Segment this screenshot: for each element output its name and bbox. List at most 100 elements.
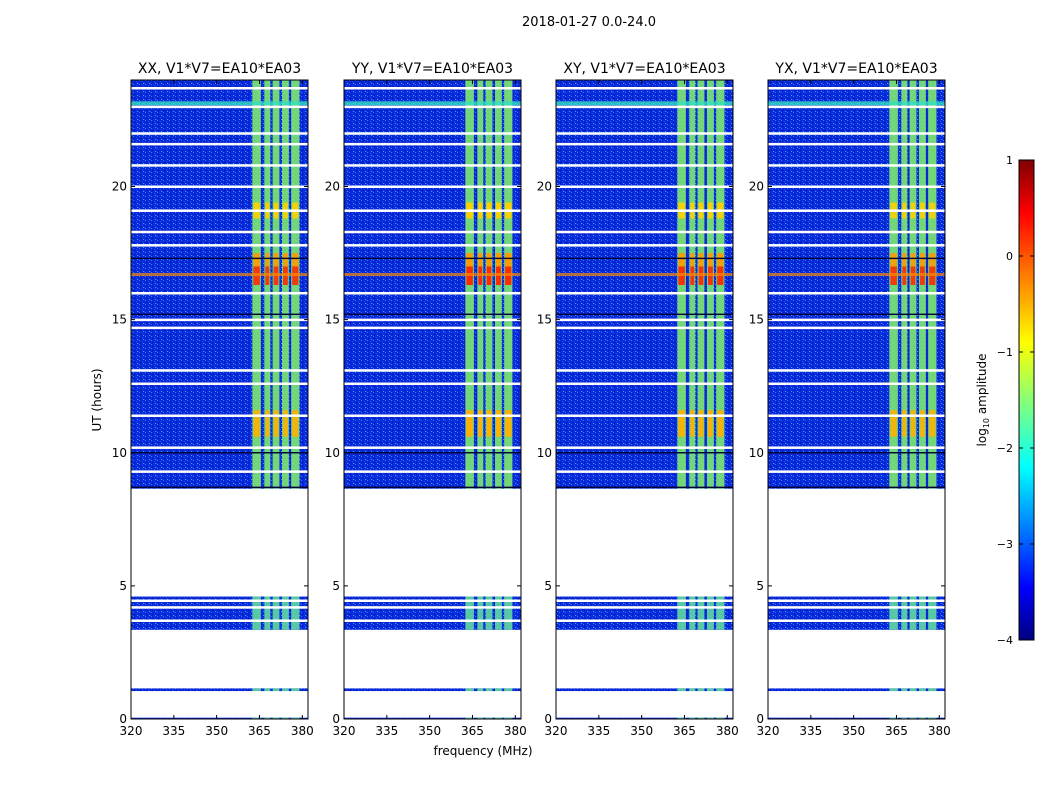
data-gap [556,105,733,109]
data-gap [131,142,308,146]
x-tick-label: 320 [120,724,143,738]
band-column [465,688,474,692]
hot-block [690,410,695,437]
x-tick-label: 365 [673,724,696,738]
data-gap [556,209,733,212]
panel-frame [767,79,946,720]
data-gap [768,132,945,135]
band-column [901,717,908,719]
band-column [919,688,926,692]
x-tick-label: 335 [587,724,610,738]
colorbar-ticks: 1 0 −1 −2 −3 −4 [997,154,1034,647]
background-noise [556,80,733,489]
data-gap [768,369,945,372]
coverage-segment [344,688,521,692]
rfi-stripe [131,273,308,277]
data-gap [131,105,308,109]
hot-block [496,410,501,437]
hot-block [929,410,936,437]
x-tick-label: 380 [504,724,527,738]
hot-block [253,410,260,437]
coverage-segment [556,688,733,692]
y-tick-label: 10 [537,446,552,460]
hot-block [690,253,695,267]
panel-frame [343,79,522,720]
data-gap [344,142,521,146]
flag-line [768,452,945,454]
x-tick-label: 380 [716,724,739,738]
y-tick-label: 5 [544,579,552,593]
coverage-segment [768,717,945,719]
band-column [272,688,280,692]
flag-line [344,452,521,454]
y-tick-label: 5 [332,579,340,593]
data-gap [768,185,945,188]
band-column [485,688,493,692]
x-tick-label: 365 [248,724,271,738]
flag-line [131,313,308,315]
data-gap [344,414,521,417]
data-gap [131,132,308,135]
band-column [465,717,474,719]
background-noise [768,688,945,692]
band-column [901,596,908,630]
y-tick-label: 10 [325,446,340,460]
y-tick-label: 5 [756,579,764,593]
data-gap [131,369,308,372]
y-tick-label: 20 [112,180,127,194]
coverage-segment [344,717,521,719]
band-column [477,688,484,692]
flag-line [556,452,733,454]
data-gap [131,606,308,609]
y-tick-label: 10 [749,446,764,460]
data-gap [556,132,733,135]
data-gap [768,164,945,167]
hot-block [890,410,897,437]
rfi-stripe [131,101,308,106]
y-tick-label: 15 [749,313,764,327]
data-gap [131,292,308,295]
colorbar-tick-label: −4 [997,634,1013,647]
rfi-stripe [768,273,945,277]
data-gap [556,142,733,146]
background-noise [344,80,521,489]
band-column [716,717,725,719]
data-gap [344,599,521,603]
x-axis-label: frequency (MHz) [433,744,532,758]
hot-block [466,253,473,267]
data-gap [556,599,733,603]
band-column [495,596,502,630]
data-gap [344,318,521,322]
hot-block [910,410,916,437]
hot-block [478,410,483,437]
band-column [909,596,917,630]
figure-suptitle: 2018-01-27 0.0-24.0 [522,15,656,30]
coverage-segment [556,717,733,719]
y-tick-label: 0 [332,712,340,726]
data-gap [131,470,308,473]
data-gap [768,86,945,90]
background-noise [556,688,733,692]
background-noise [344,688,521,692]
band-column [889,596,898,630]
data-gap [344,230,521,234]
hot-block [698,410,704,437]
data-gap [131,599,308,603]
band-column [677,688,686,692]
data-gap [131,619,308,622]
colorbar-tick-label: −2 [997,442,1013,455]
band-column [477,717,484,719]
coverage-segment [768,80,945,489]
data-gap [344,382,521,386]
hot-block [486,253,492,267]
band-column [909,717,917,719]
x-tick-label: 350 [842,724,865,738]
coverage-segment [556,80,733,489]
panel-1: XX, V1*V7=EA10*EA03 320 335 350 365 380 0 5 10 15… [112,61,314,738]
data-gap [768,599,945,603]
y-tick-label: 20 [325,180,340,194]
data-gap [768,619,945,622]
band-column [291,596,300,630]
hot-block [265,410,270,437]
data-gap [131,164,308,167]
